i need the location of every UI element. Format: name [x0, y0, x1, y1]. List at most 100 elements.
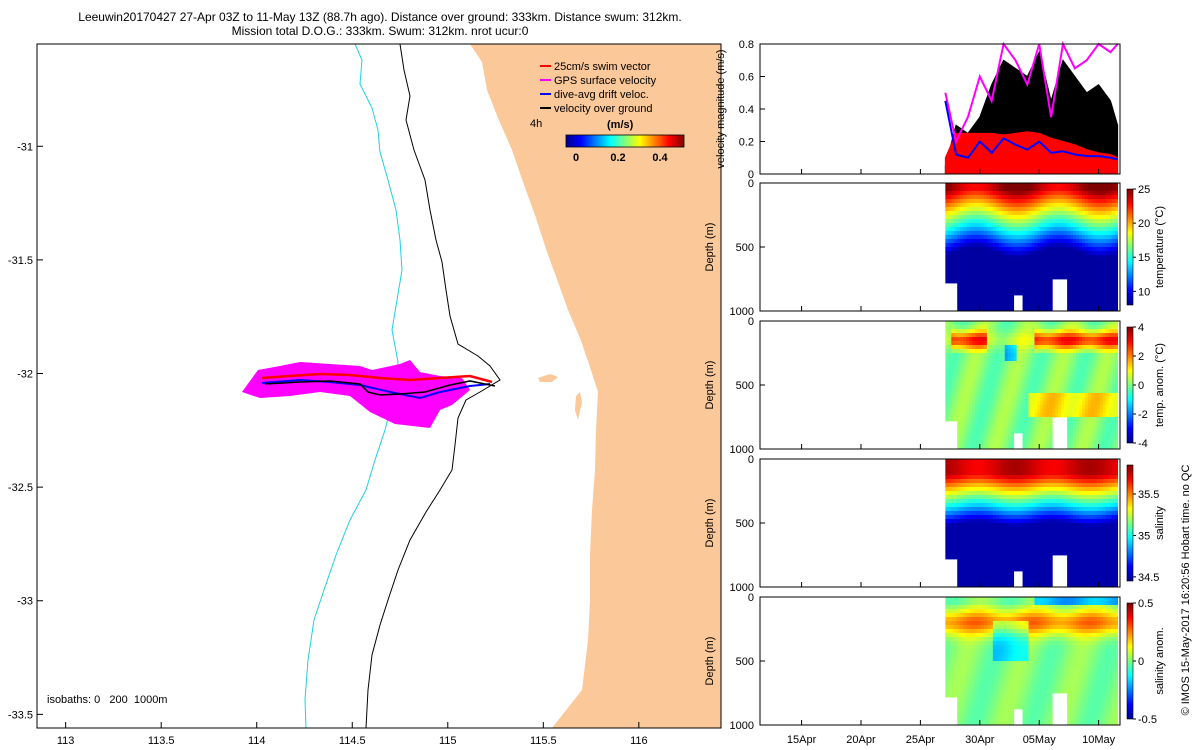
temp-anomaly-cell	[1084, 361, 1089, 366]
temp-anomaly-cell	[1079, 393, 1083, 398]
temp-anomaly-cell	[960, 321, 964, 326]
temp-anomaly-cell	[948, 417, 952, 422]
temperature-cell	[951, 183, 955, 188]
salinity-cell	[1004, 579, 1009, 584]
temperature-cell	[972, 191, 976, 196]
temperature-cell	[1090, 287, 1095, 292]
salinity-cell	[980, 575, 985, 580]
temp-anomaly-cell	[1055, 377, 1059, 382]
salinity-cell	[986, 503, 991, 508]
temperature-cell	[1040, 183, 1044, 188]
temp-anomaly-cell	[1028, 365, 1032, 370]
salinity-cell	[1070, 459, 1074, 464]
temp-anomaly-cell	[1058, 349, 1062, 354]
temperature-cell	[1031, 299, 1035, 304]
temperature-cell	[1093, 275, 1098, 280]
temp-anomaly-cell	[966, 357, 970, 362]
temperature-cell	[992, 223, 997, 228]
temperature-cell	[948, 207, 952, 212]
temperature-cell	[1025, 271, 1029, 276]
temperature-cell	[957, 203, 961, 208]
temperature-cell	[1052, 199, 1056, 204]
temp-anomaly-cell	[969, 413, 973, 418]
temp-anomaly-cell	[1001, 373, 1006, 378]
temperature-cell	[1052, 191, 1056, 196]
temperature-cell	[1081, 243, 1086, 248]
temperature-cell	[1081, 183, 1086, 188]
temperature-cell	[1052, 187, 1056, 192]
temp-anomaly-cell	[989, 425, 994, 430]
temp-anomaly-cell	[1064, 385, 1068, 390]
temperature-cell	[998, 247, 1003, 252]
salinity-cell	[1001, 575, 1006, 580]
temp-anomaly-cell	[1067, 357, 1071, 362]
temp-anomaly-cell	[995, 429, 1000, 434]
temp-anomaly-cell	[1016, 353, 1020, 358]
salinity-cell	[1037, 555, 1041, 560]
temperature-cell	[1111, 243, 1116, 248]
temperature-cell	[1105, 211, 1110, 216]
temp-anomaly-cell	[1073, 341, 1077, 346]
temp-anomaly-cell	[1040, 401, 1044, 406]
salinity-cell	[945, 467, 949, 472]
temperature-cell	[1037, 291, 1041, 296]
temperature-cell	[1087, 219, 1092, 224]
temp-anomaly-cell	[972, 357, 976, 362]
salinity-cell	[1058, 551, 1062, 556]
salinity-cell	[1055, 511, 1059, 516]
temp-anomaly-cell	[983, 373, 988, 378]
temperature-cell	[1079, 191, 1083, 196]
salinity-cell	[948, 547, 952, 552]
temp-anomaly-cell	[1058, 333, 1062, 338]
temperature-cell	[1076, 247, 1080, 252]
temperature-cell	[1019, 287, 1023, 292]
salinity-cell	[1013, 555, 1018, 560]
salinity-cell	[1022, 511, 1026, 516]
temp-anomaly-cell	[1007, 337, 1012, 342]
temp-anomaly-cell	[1087, 409, 1092, 414]
temp-anomaly-cell	[1108, 321, 1113, 326]
temperature-cell	[1064, 227, 1068, 232]
temperature-cell	[969, 203, 973, 208]
temp-anomaly-cell	[1087, 437, 1092, 442]
temp-anomaly-cell	[1096, 361, 1101, 366]
temp-anomaly-cell	[948, 357, 952, 362]
temp-anomaly-cell	[960, 441, 964, 446]
temp-anomaly-cell	[980, 345, 985, 350]
temp-anomaly-cell	[1043, 345, 1047, 350]
temperature-cell	[1058, 223, 1062, 228]
temperature-cell	[1114, 227, 1119, 232]
temp-anomaly-cell	[1025, 373, 1029, 378]
salinity-cell	[998, 515, 1003, 520]
temp-anomaly-cell	[978, 437, 982, 442]
temp-anomaly-cell	[945, 365, 949, 370]
temp-anomaly-cell	[1073, 413, 1077, 418]
temperature-cell	[1037, 247, 1041, 252]
temp-anomaly-cell	[998, 401, 1003, 406]
salinity-cell	[1013, 515, 1018, 520]
temp-anomaly-cell	[1049, 441, 1053, 446]
salinity-cell	[1043, 583, 1047, 588]
temperature-cell	[972, 259, 976, 264]
temperature-cell	[1046, 259, 1050, 264]
salinity-cell	[1034, 467, 1038, 472]
temperature-cell	[1096, 195, 1101, 200]
temperature-cell	[960, 287, 964, 292]
temp-anomaly-cell	[1067, 341, 1071, 346]
temp-anomaly-cell	[1049, 397, 1053, 402]
salinity-cell	[1004, 483, 1009, 488]
temp-anomaly-cell	[986, 381, 991, 386]
temperature-cell	[972, 227, 976, 232]
temperature-cell	[1028, 227, 1032, 232]
salinity-cell	[978, 459, 982, 464]
salinity-cell	[945, 515, 949, 520]
temperature-cell	[995, 191, 1000, 196]
temperature-cell	[1073, 243, 1077, 248]
salinity-cell	[995, 563, 1000, 568]
salinity-cell	[1064, 487, 1068, 492]
temperature-cell	[1037, 263, 1041, 268]
temperature-cell	[960, 219, 964, 224]
temperature-cell	[1022, 207, 1026, 212]
temperature-cell	[1058, 243, 1062, 248]
temp-anomaly-cell	[995, 417, 1000, 422]
